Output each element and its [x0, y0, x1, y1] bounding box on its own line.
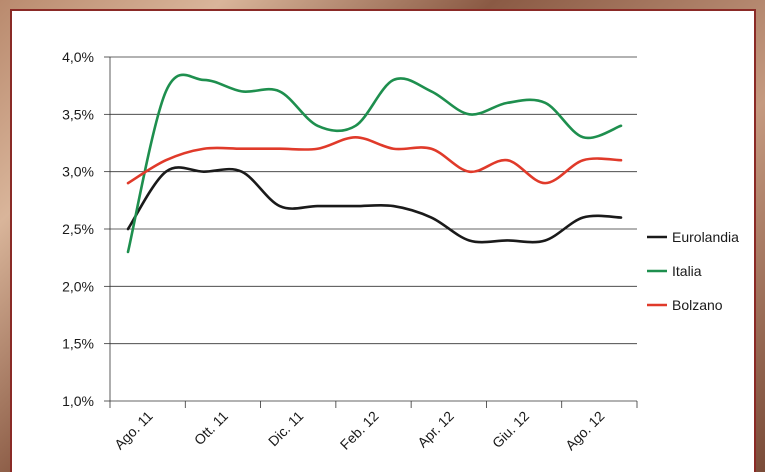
series-line-italia — [126, 73, 623, 254]
x-tick-label: Ott. 11 — [191, 408, 231, 448]
x-tick-label: Ago. 12 — [562, 408, 608, 454]
x-tick-label: Ago. 11 — [111, 408, 156, 453]
x-tick-label: Dic. 11 — [265, 408, 307, 450]
y-tick-label: 2,5% — [62, 221, 94, 237]
x-tick-label: Apr. 12 — [414, 408, 457, 451]
x-tick-label: Giu. 12 — [489, 408, 532, 451]
y-tick-label: 2,0% — [62, 278, 94, 294]
legend-label: Eurolandia — [672, 229, 739, 245]
y-tick-label: 1,5% — [62, 336, 94, 352]
chart-panel — [10, 9, 756, 472]
series-line-bolzano — [126, 135, 623, 185]
y-tick-label: 3,5% — [62, 106, 94, 122]
y-tick-label: 4,0% — [62, 49, 94, 65]
y-tick-label: 3,0% — [62, 164, 94, 180]
x-tick-label: Feb. 12 — [337, 408, 382, 453]
y-tick-label: 1,0% — [62, 393, 94, 409]
series-line-eurolandia — [126, 166, 623, 244]
legend-label: Bolzano — [672, 297, 723, 313]
legend-label: Italia — [672, 263, 702, 279]
